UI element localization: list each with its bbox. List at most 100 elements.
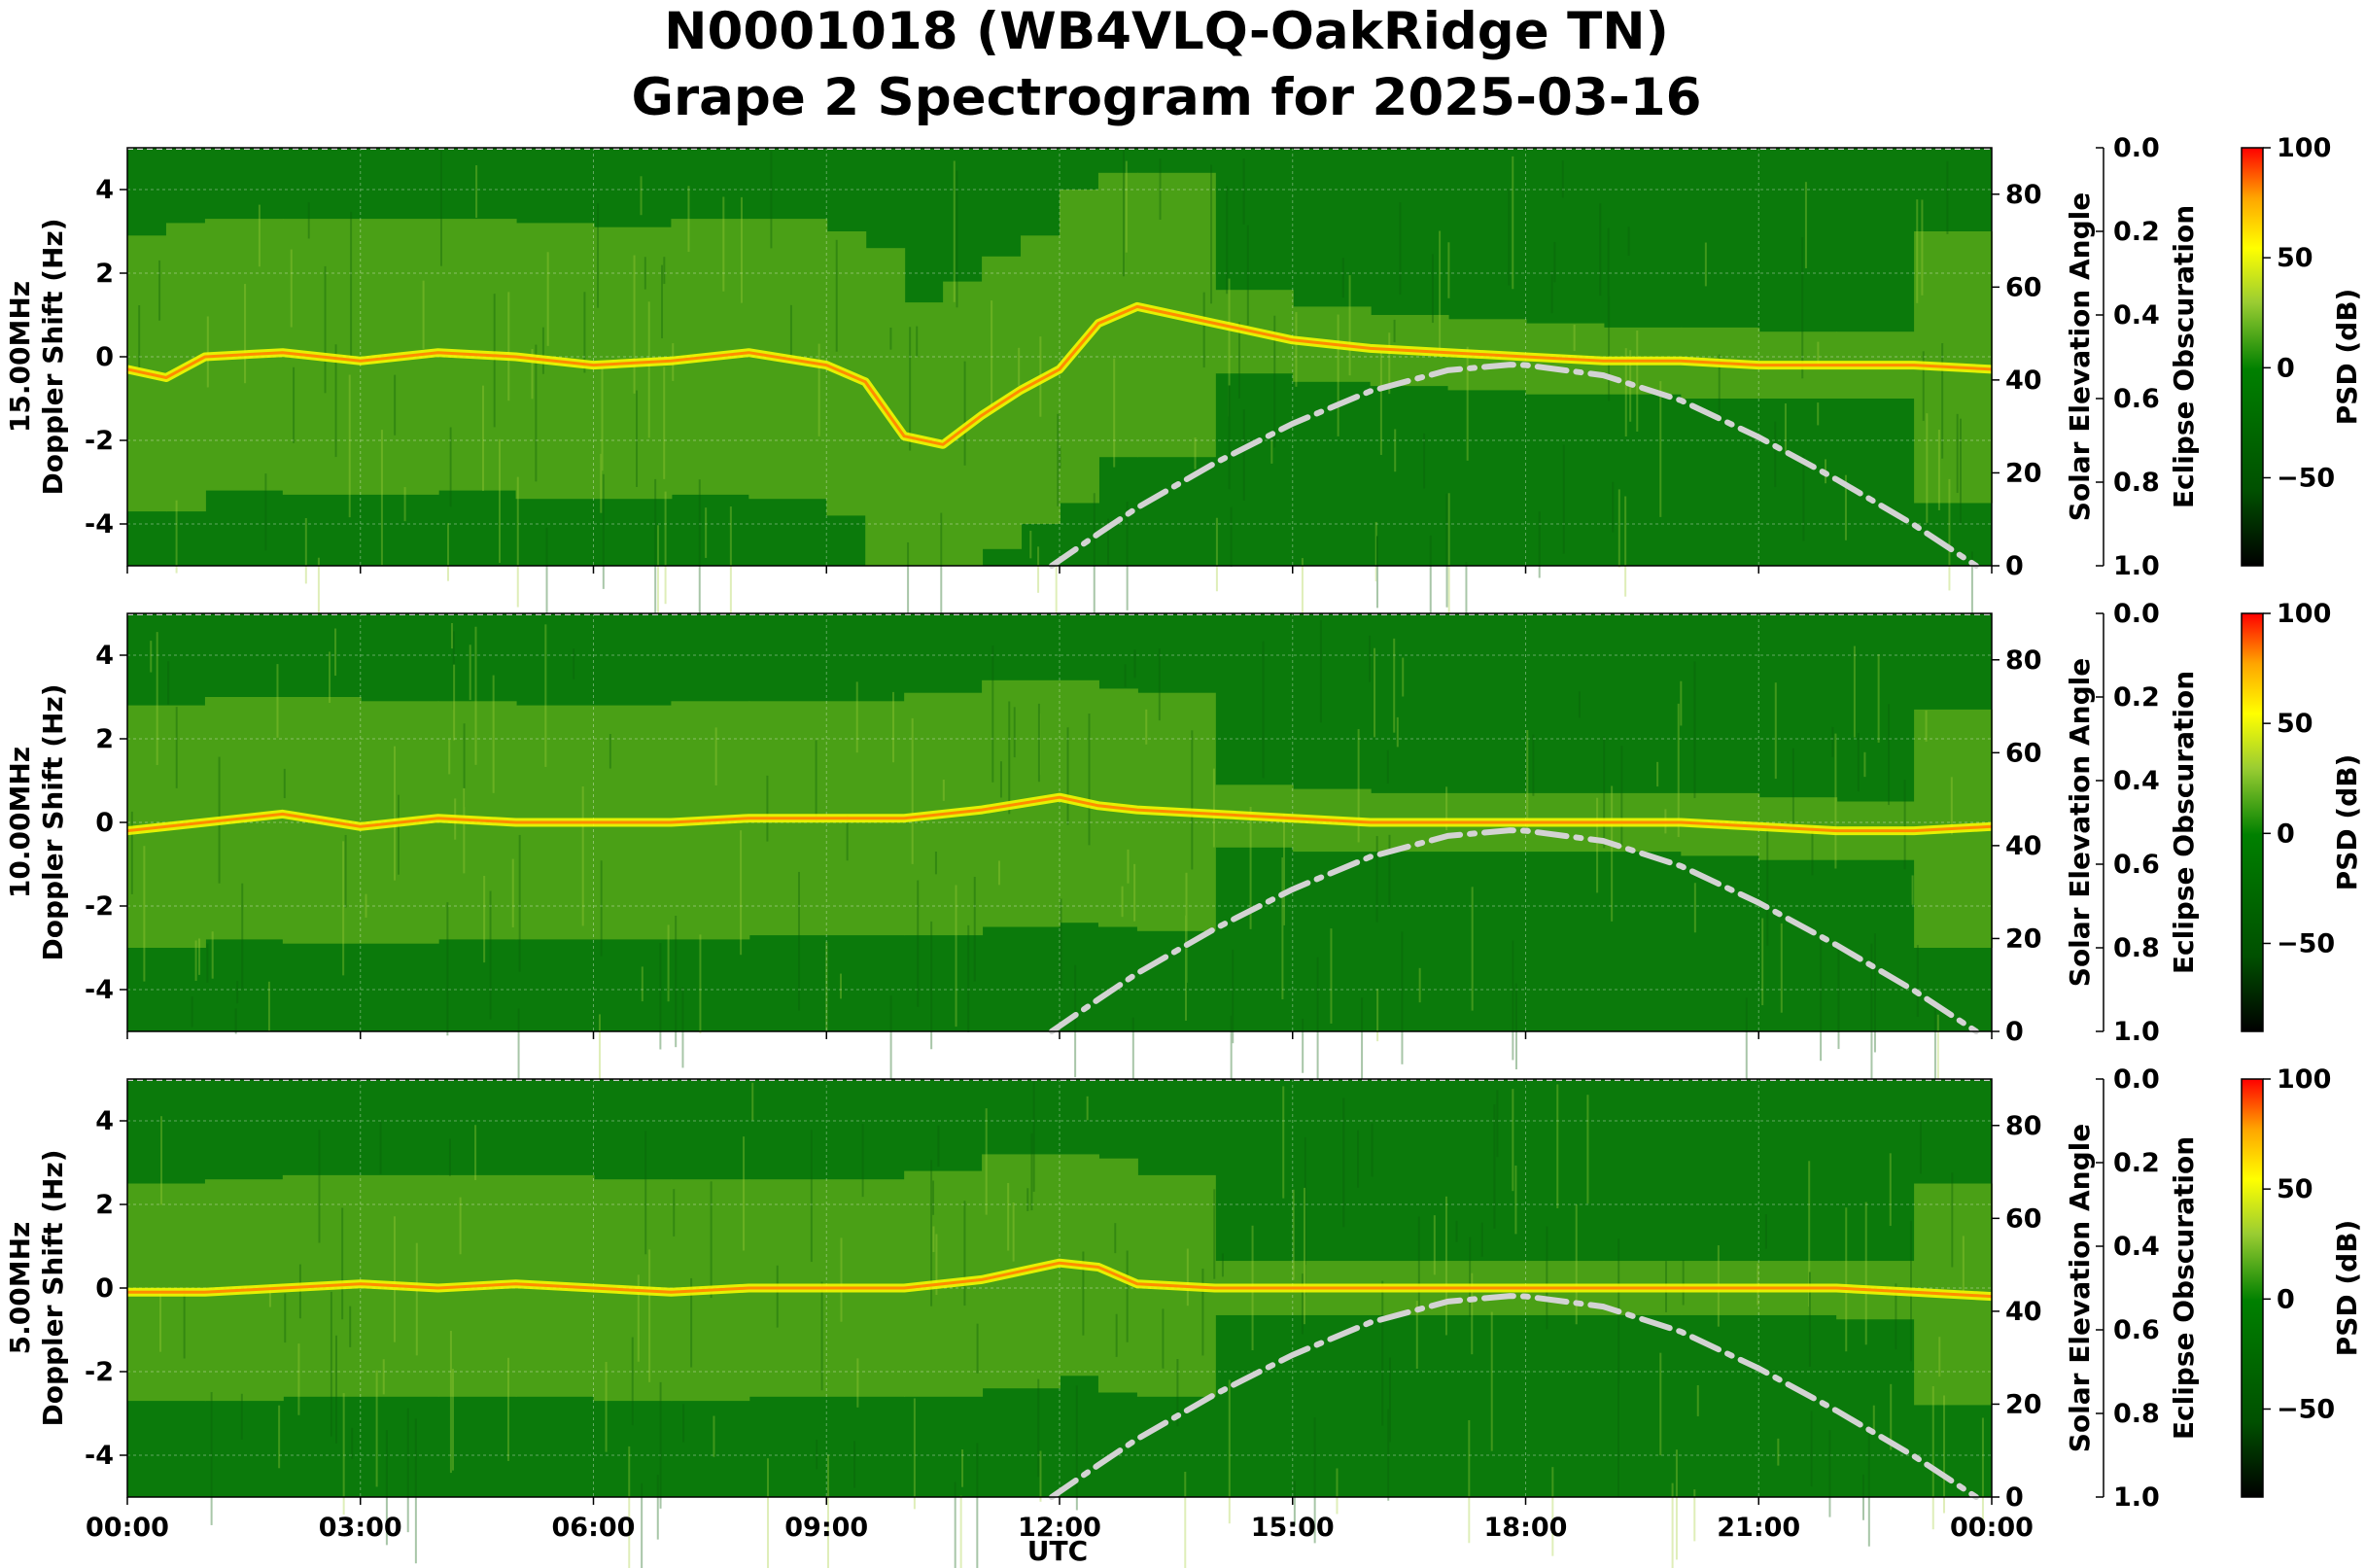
colorbar-label: PSD (dB) [2331, 289, 2363, 426]
noise-streak [956, 170, 958, 308]
noise-streak [1145, 709, 1148, 745]
noise-streak [1774, 682, 1777, 780]
noise-streak [1074, 964, 1077, 1078]
noise-streak [909, 327, 912, 451]
noise-streak [546, 252, 549, 346]
noise-streak [816, 1439, 818, 1470]
noise-streak [397, 794, 400, 875]
noise-streak [1379, 351, 1382, 455]
noise-streak [156, 632, 158, 765]
noise-streak [1612, 481, 1615, 533]
y2-tick-label: 0 [2005, 1017, 2024, 1047]
noise-streak [1124, 664, 1127, 687]
colorbar-tick-label: 100 [2277, 599, 2331, 629]
noise-streak [810, 1130, 813, 1263]
noise-streak [1396, 716, 1399, 748]
noise-streak [861, 1124, 864, 1198]
noise-streak [1115, 1313, 1118, 1357]
y3-tick-label: 1.0 [2113, 1482, 2160, 1513]
noise-streak [698, 479, 701, 615]
noise-streak [1455, 1220, 1458, 1242]
noise-streaks [130, 619, 1953, 1155]
noise-streak [1936, 1014, 1939, 1110]
y-tick-label: 2 [95, 259, 114, 289]
noise-streak [1611, 785, 1614, 922]
noise-streak [636, 390, 639, 488]
noise-streak [1620, 746, 1623, 846]
spectrogram-panel: 420-2-415.00MHz Doppler Shift (Hz)0204060… [4, 133, 2363, 695]
noise-streak [1125, 160, 1128, 253]
colorbar-tick-label: 100 [2277, 133, 2331, 163]
noise-streak [344, 834, 347, 908]
y2-tick-label: 80 [2005, 645, 2042, 676]
noise-streak [241, 883, 244, 990]
noise-streak [1926, 413, 1929, 523]
noise-streak [835, 239, 838, 352]
noise-streak [1959, 418, 1962, 524]
noise-streak [934, 852, 937, 875]
noise-streak [1931, 1385, 1934, 1530]
noise-streak [605, 1361, 608, 1452]
noise-streak [1038, 713, 1041, 775]
noise-streak [365, 893, 367, 918]
noise-streak [307, 202, 310, 239]
noise-streak [1037, 546, 1040, 593]
noise-streak [1202, 292, 1205, 368]
noise-streak [1764, 1214, 1767, 1249]
noise-streak [1295, 312, 1298, 387]
noise-streak [474, 626, 477, 765]
noise-streak [1221, 1253, 1224, 1277]
noise-streak [1468, 1419, 1471, 1544]
noise-streak [507, 292, 510, 401]
noise-streak [1508, 189, 1511, 286]
x-tick-label: 21:00 [1717, 1513, 1800, 1543]
noise-streak [1680, 680, 1683, 726]
noise-streak [1342, 1098, 1345, 1228]
noise-streak [1837, 949, 1840, 1050]
noise-streak [1230, 506, 1233, 567]
noise-streak [1292, 1189, 1295, 1280]
noise-streak [1761, 918, 1764, 1006]
noise-streak [1402, 657, 1405, 697]
noise-streak [1158, 648, 1161, 721]
noise-streak [1357, 729, 1360, 843]
noise-streak [1228, 1379, 1231, 1524]
noise-streak [544, 624, 547, 767]
noise-streak [1313, 1417, 1316, 1544]
noise-streak [160, 1116, 163, 1205]
noise-streak [268, 1284, 271, 1307]
noise-streak [1948, 478, 1951, 591]
noise-streak [1126, 1250, 1129, 1342]
noise-streak [1718, 354, 1721, 417]
noise-streak [1176, 1358, 1179, 1427]
solar-elevation-curve [1049, 362, 1979, 569]
noise-streak [545, 527, 548, 649]
spectrogram-panel: 420-2-45.00MHz Doppler Shift (Hz)02040608… [4, 1064, 2363, 1568]
noise-streak [1037, 1378, 1040, 1478]
noise-streak [1431, 254, 1434, 324]
noise-streak [1745, 997, 1748, 1103]
noise-streak [1682, 1260, 1685, 1306]
noise-streak [278, 1405, 281, 1469]
noise-streak [955, 885, 957, 1028]
noise-streak [198, 938, 201, 975]
noise-streak [961, 1449, 964, 1487]
noise-streak [439, 151, 442, 266]
y-axis-label: Doppler Shift (Hz) [37, 218, 69, 495]
noise-streak [1624, 348, 1627, 437]
noise-streak [1586, 1095, 1589, 1204]
noise-streak [474, 1125, 477, 1180]
noise-streak [1393, 319, 1396, 343]
noise-streak [1337, 314, 1339, 436]
noise-streak [463, 723, 466, 808]
noise-streak [1780, 923, 1783, 1013]
noise-streak [1262, 641, 1265, 779]
noise-streak [150, 641, 153, 673]
y3-axis-label: Eclipse Obscuration [2168, 1136, 2200, 1440]
noise-streak [659, 943, 662, 1050]
noise-streak [648, 1249, 651, 1382]
noise-streak [414, 1418, 417, 1564]
noise-streak [1603, 736, 1606, 849]
noise-streak [770, 151, 773, 249]
